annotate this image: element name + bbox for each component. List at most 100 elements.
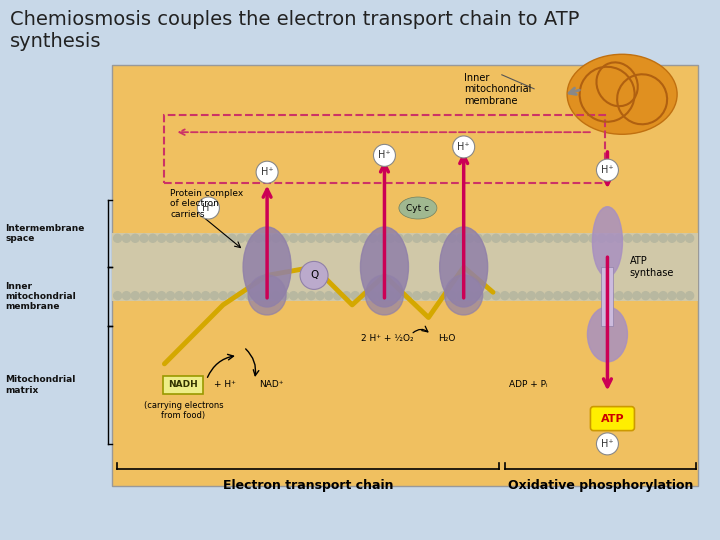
Ellipse shape [593,207,623,276]
Circle shape [197,197,220,219]
Text: ATP
synthase: ATP synthase [629,256,674,278]
Circle shape [246,292,253,300]
Text: Inner
mitochondrial
membrane: Inner mitochondrial membrane [464,73,531,106]
Circle shape [298,292,307,300]
Circle shape [474,234,482,242]
Circle shape [228,292,236,300]
Circle shape [210,292,218,300]
Circle shape [466,292,474,300]
Circle shape [175,292,183,300]
Circle shape [158,292,166,300]
Circle shape [677,292,685,300]
Circle shape [281,292,289,300]
Circle shape [307,292,315,300]
Circle shape [166,234,174,242]
Text: Oxidative phosphorylation: Oxidative phosphorylation [508,479,693,492]
FancyBboxPatch shape [590,407,634,430]
Circle shape [668,234,676,242]
Circle shape [360,292,368,300]
Circle shape [431,234,438,242]
Circle shape [351,292,359,300]
Text: NAD⁺: NAD⁺ [259,380,284,389]
Circle shape [193,234,201,242]
Circle shape [448,292,456,300]
Circle shape [140,292,148,300]
Text: H₂O: H₂O [438,334,456,343]
Circle shape [140,234,148,242]
Text: ATP: ATP [600,414,624,423]
Circle shape [300,261,328,289]
Circle shape [413,234,420,242]
Circle shape [615,234,624,242]
Circle shape [633,234,641,242]
Circle shape [256,161,278,183]
Circle shape [439,234,447,242]
Text: ADP + Pᵢ: ADP + Pᵢ [509,380,547,389]
Circle shape [387,234,395,242]
Circle shape [660,234,667,242]
Circle shape [518,292,526,300]
Bar [601,267,613,326]
Circle shape [685,292,693,300]
Circle shape [149,292,157,300]
Circle shape [374,144,395,166]
Circle shape [685,234,693,242]
Circle shape [536,292,544,300]
Circle shape [474,292,482,300]
Circle shape [219,292,228,300]
Circle shape [580,234,588,242]
Circle shape [404,292,412,300]
Circle shape [580,292,588,300]
Circle shape [501,292,509,300]
Circle shape [501,234,509,242]
Circle shape [281,234,289,242]
Circle shape [377,234,386,242]
Circle shape [431,292,438,300]
Circle shape [264,234,271,242]
Circle shape [589,292,597,300]
Text: Protein complex
of electron
carriers: Protein complex of electron carriers [171,189,243,219]
Text: Q: Q [310,271,318,280]
Circle shape [210,234,218,242]
Circle shape [439,292,447,300]
Circle shape [166,292,174,300]
Circle shape [650,234,658,242]
Text: Intermembrane
space: Intermembrane space [5,224,84,243]
Circle shape [114,234,122,242]
Circle shape [650,292,658,300]
Circle shape [360,234,368,242]
Circle shape [545,292,553,300]
Circle shape [642,292,649,300]
Text: H⁺: H⁺ [202,203,215,213]
Text: Inner
mitochondrial
membrane: Inner mitochondrial membrane [5,281,76,312]
Circle shape [598,234,606,242]
Circle shape [246,234,253,242]
Circle shape [606,292,614,300]
Circle shape [562,234,570,242]
Circle shape [289,234,297,242]
Circle shape [387,292,395,300]
Circle shape [175,234,183,242]
Circle shape [333,292,341,300]
Circle shape [404,234,412,242]
Circle shape [369,292,377,300]
Circle shape [453,136,474,158]
Circle shape [237,234,245,242]
Text: from food): from food) [161,411,205,420]
Circle shape [554,292,562,300]
Circle shape [377,292,386,300]
Circle shape [202,292,210,300]
Ellipse shape [567,55,677,134]
Circle shape [395,234,403,242]
Circle shape [307,234,315,242]
Circle shape [527,234,535,242]
Circle shape [343,292,351,300]
FancyBboxPatch shape [163,376,204,394]
Circle shape [333,234,341,242]
Circle shape [158,234,166,242]
Circle shape [254,234,262,242]
Circle shape [545,234,553,242]
Circle shape [483,234,491,242]
Circle shape [325,234,333,242]
Text: Cyt c: Cyt c [406,204,429,213]
